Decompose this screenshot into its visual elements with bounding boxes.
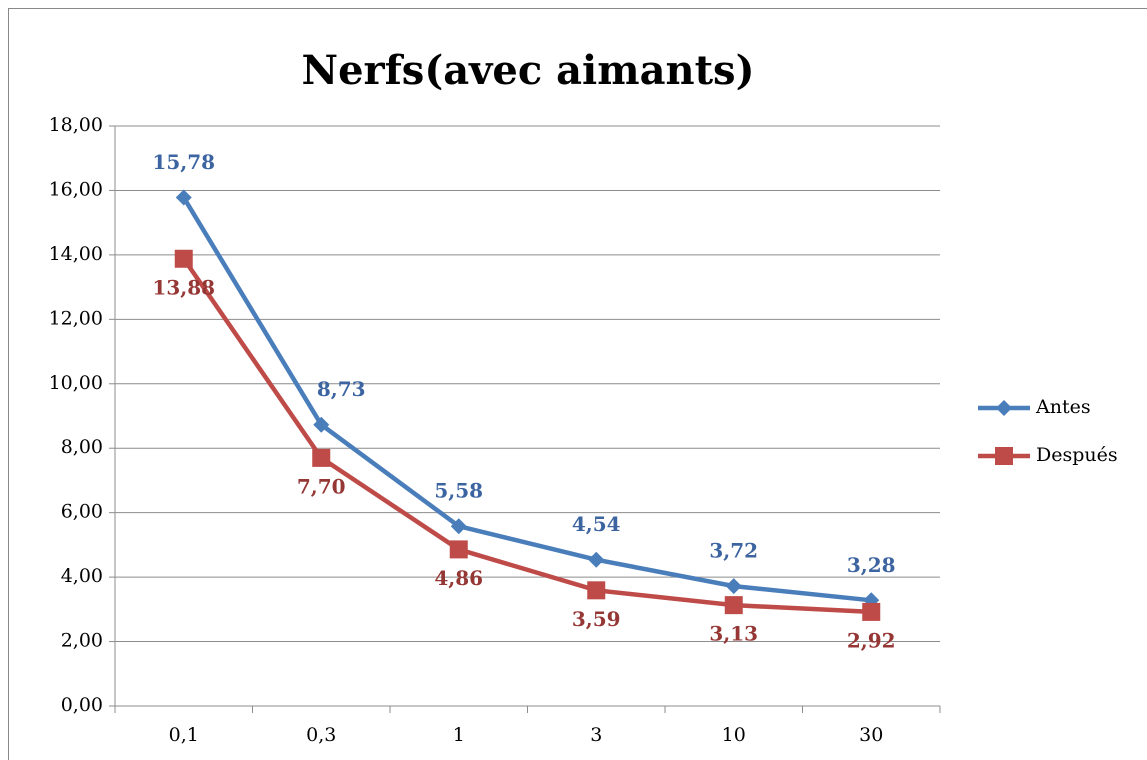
data-label: 4,54 bbox=[572, 512, 621, 536]
y-tick-label: 6,00 bbox=[61, 501, 103, 523]
marker bbox=[862, 602, 881, 621]
data-label: 3,28 bbox=[847, 553, 896, 577]
chart-title: Nerfs(avec aimants) bbox=[302, 47, 755, 94]
y-tick-label: 2,00 bbox=[61, 630, 103, 652]
data-label: 3,59 bbox=[572, 607, 621, 631]
y-tick-label: 12,00 bbox=[49, 307, 103, 329]
marker bbox=[175, 189, 192, 206]
y-tick-label: 10,00 bbox=[49, 372, 103, 394]
y-tick-label: 16,00 bbox=[49, 178, 103, 200]
y-tick-label: 8,00 bbox=[61, 436, 103, 458]
marker bbox=[449, 540, 468, 559]
marker bbox=[725, 578, 742, 595]
y-tick-label: 0,00 bbox=[61, 694, 103, 716]
series-line bbox=[181, 196, 872, 603]
marker bbox=[587, 581, 606, 600]
y-tick-label: 18,00 bbox=[49, 114, 103, 136]
marker bbox=[174, 249, 193, 268]
legend-label: Antes bbox=[1035, 396, 1091, 418]
x-tick-label: 3 bbox=[590, 724, 602, 746]
x-tick-label: 1 bbox=[453, 724, 465, 746]
data-label: 7,70 bbox=[297, 474, 346, 498]
data-label: 5,58 bbox=[434, 479, 483, 503]
marker bbox=[312, 448, 331, 467]
data-label: 8,73 bbox=[317, 377, 366, 401]
marker bbox=[724, 596, 743, 615]
x-tick-label: 0,1 bbox=[169, 724, 199, 746]
data-label: 2,92 bbox=[847, 628, 896, 652]
series-line bbox=[181, 257, 872, 615]
y-tick-label: 4,00 bbox=[61, 565, 103, 587]
legend-label: Después bbox=[1036, 444, 1118, 466]
data-label: 3,13 bbox=[709, 622, 758, 646]
y-tick-label: 14,00 bbox=[49, 243, 103, 265]
data-label: 15,78 bbox=[152, 150, 215, 174]
x-tick-label: 0,3 bbox=[306, 724, 336, 746]
marker bbox=[996, 400, 1012, 416]
marker bbox=[450, 518, 467, 535]
marker bbox=[995, 447, 1013, 465]
x-tick-label: 30 bbox=[859, 724, 883, 746]
data-label: 13,88 bbox=[152, 275, 215, 299]
marker bbox=[588, 551, 605, 568]
x-tick-label: 10 bbox=[722, 724, 746, 746]
marker bbox=[313, 416, 330, 433]
data-label: 3,72 bbox=[709, 539, 758, 563]
data-label: 4,86 bbox=[434, 566, 483, 590]
